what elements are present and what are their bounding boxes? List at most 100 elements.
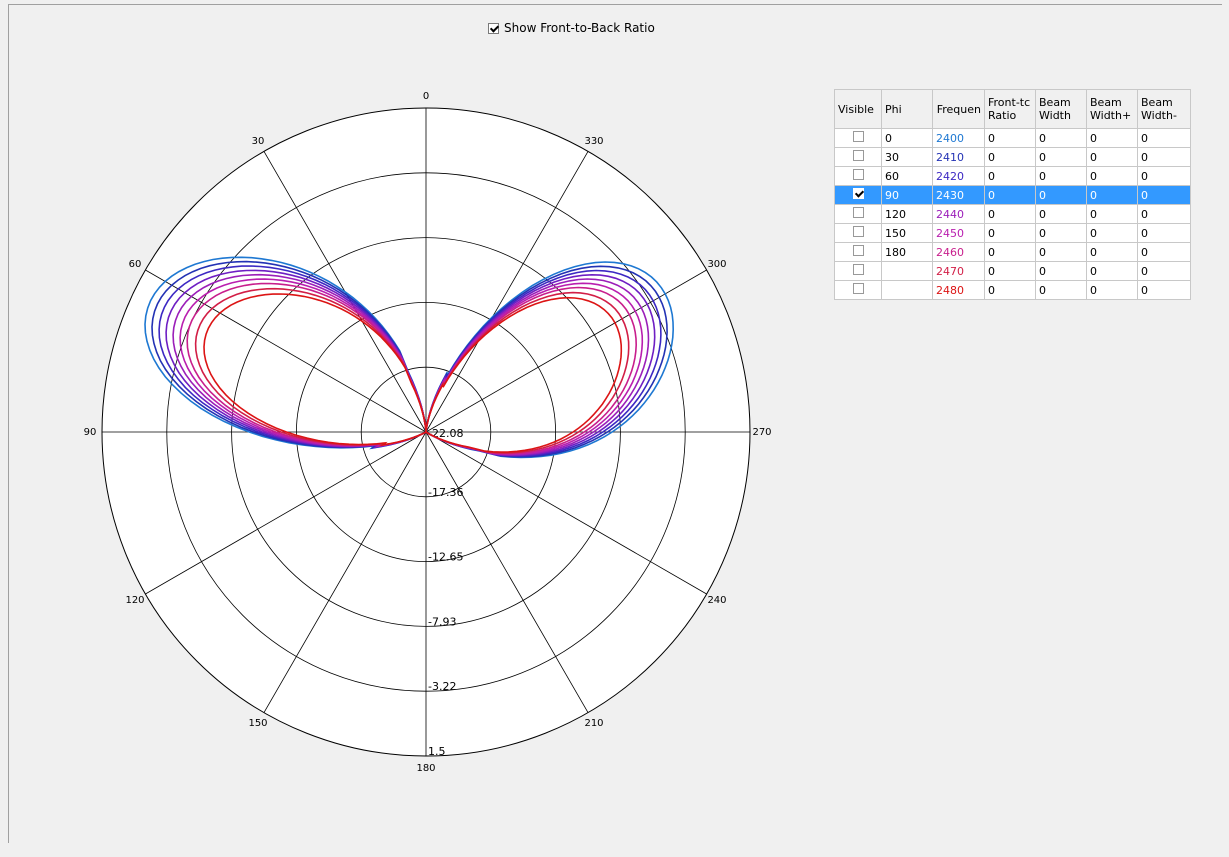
frequency-cell: 2460 [932, 242, 985, 262]
beam-width-cell: 0 [1035, 147, 1087, 167]
angle-tick-label: 150 [248, 718, 267, 729]
frequency-cell: 2470 [932, 261, 985, 281]
angle-tick-label: 210 [584, 718, 603, 729]
frequency-cell: 2450 [932, 223, 985, 243]
checkbox-icon[interactable] [852, 131, 864, 142]
table-row[interactable]: 180 2460 0 0 0 0 [834, 242, 1191, 262]
col-frequency[interactable]: Frequen [932, 89, 985, 129]
checkbox-icon[interactable] [488, 22, 499, 34]
table-row[interactable]: 30 2410 0 0 0 0 [834, 147, 1191, 167]
pattern-series-2480 [203, 293, 623, 453]
frequency-cell: 2430 [932, 185, 985, 205]
table-row[interactable]: 150 2450 0 0 0 0 [834, 223, 1191, 243]
front-to-back-cell: 0 [984, 128, 1036, 148]
beam-width-plus-cell: 0 [1086, 242, 1138, 262]
beam-width-plus-cell: 0 [1086, 280, 1138, 300]
radial-tick-label: -7.93 [428, 615, 456, 628]
show-front-to-back-ratio-checkbox[interactable]: Show Front-to-Back Ratio [488, 21, 655, 35]
beam-width-cell: 0 [1035, 166, 1087, 186]
angle-tick-label: 300 [707, 259, 726, 270]
angle-tick-label: 180 [416, 763, 435, 774]
col-beam-width-plus[interactable]: Beam Width+ [1086, 89, 1138, 129]
angle-spoke [263, 431, 427, 713]
angle-tick-label: 30 [252, 136, 265, 147]
phi-cell: 30 [881, 147, 933, 167]
front-to-back-cell: 0 [984, 147, 1036, 167]
frequency-cell: 2480 [932, 280, 985, 300]
front-to-back-cell: 0 [984, 223, 1036, 243]
beam-width-cell: 0 [1035, 204, 1087, 224]
front-to-back-cell: 0 [984, 242, 1036, 262]
beam-width-plus-cell: 0 [1086, 128, 1138, 148]
frequency-cell: 2410 [932, 147, 985, 167]
checkbox-icon[interactable] [852, 169, 864, 180]
table-row[interactable]: 0 2400 0 0 0 0 [834, 128, 1191, 148]
visible-checkbox[interactable] [834, 185, 882, 205]
checkbox-icon[interactable] [852, 207, 864, 218]
beam-width-cell: 0 [1035, 223, 1087, 243]
radial-tick-label: -3.22 [428, 680, 456, 693]
frequency-cell: 2440 [932, 204, 985, 224]
front-to-back-cell: 0 [984, 280, 1036, 300]
angle-spoke [425, 431, 589, 713]
visible-checkbox[interactable] [834, 147, 882, 167]
visible-checkbox[interactable] [834, 223, 882, 243]
checkbox-icon[interactable] [852, 150, 864, 161]
phi-cell: 150 [881, 223, 933, 243]
angle-spoke [145, 431, 427, 595]
frequency-cell: 2420 [932, 166, 985, 186]
beam-width-minus-cell: 0 [1137, 223, 1191, 243]
visible-checkbox[interactable] [834, 280, 882, 300]
visible-checkbox[interactable] [834, 166, 882, 186]
checkbox-icon[interactable] [852, 188, 864, 199]
angle-tick-label: 90 [84, 427, 97, 438]
col-beam-width[interactable]: Beam Width [1035, 89, 1087, 129]
angle-tick-label: 240 [707, 595, 726, 606]
table-row[interactable]: 60 2420 0 0 0 0 [834, 166, 1191, 186]
col-visible[interactable]: Visible [834, 89, 882, 129]
phi-cell: 180 [881, 242, 933, 262]
front-to-back-cell: 0 [984, 261, 1036, 281]
table-row[interactable]: 120 2440 0 0 0 0 [834, 204, 1191, 224]
beam-width-minus-cell: 0 [1137, 128, 1191, 148]
checkbox-icon[interactable] [852, 264, 864, 275]
phi-cell: 0 [881, 128, 933, 148]
angle-tick-label: 330 [584, 136, 603, 147]
beam-width-minus-cell: 0 [1137, 242, 1191, 262]
angle-tick-label: 270 [752, 427, 771, 438]
radial-tick-label: -12.65 [428, 551, 463, 564]
checkbox-icon[interactable] [852, 283, 864, 294]
table-row[interactable]: 2470 0 0 0 0 [834, 261, 1191, 281]
phi-cell: 60 [881, 166, 933, 186]
table-row[interactable]: 90 2430 0 0 0 0 [834, 185, 1191, 205]
col-phi[interactable]: Phi [881, 89, 933, 129]
beam-width-minus-cell: 0 [1137, 147, 1191, 167]
front-to-back-cell: 0 [984, 204, 1036, 224]
beam-width-minus-cell: 0 [1137, 280, 1191, 300]
beam-width-minus-cell: 0 [1137, 204, 1191, 224]
checkbox-icon[interactable] [852, 245, 864, 256]
frequency-cell: 2400 [932, 128, 985, 148]
visible-checkbox[interactable] [834, 128, 882, 148]
phi-cell [881, 280, 933, 300]
visible-checkbox[interactable] [834, 242, 882, 262]
beam-width-minus-cell: 0 [1137, 185, 1191, 205]
angle-spoke [425, 431, 707, 595]
beam-width-plus-cell: 0 [1086, 166, 1138, 186]
col-front-to-back-ratio[interactable]: Front-tc Ratio [984, 89, 1036, 129]
front-to-back-cell: 0 [984, 166, 1036, 186]
visible-checkbox[interactable] [834, 261, 882, 281]
phi-cell: 120 [881, 204, 933, 224]
beam-width-plus-cell: 0 [1086, 223, 1138, 243]
checkbox-icon[interactable] [852, 226, 864, 237]
visible-checkbox[interactable] [834, 204, 882, 224]
angle-spoke [425, 151, 589, 433]
phi-cell: 90 [881, 185, 933, 205]
series-table: Visible Phi Frequen Front-tc Ratio Beam … [834, 89, 1191, 300]
col-beam-width-minus[interactable]: Beam Width- [1137, 89, 1191, 129]
angle-tick-label: 120 [125, 595, 144, 606]
beam-width-minus-cell: 0 [1137, 166, 1191, 186]
beam-width-cell: 0 [1035, 242, 1087, 262]
table-row[interactable]: 2480 0 0 0 0 [834, 280, 1191, 300]
beam-width-cell: 0 [1035, 280, 1087, 300]
